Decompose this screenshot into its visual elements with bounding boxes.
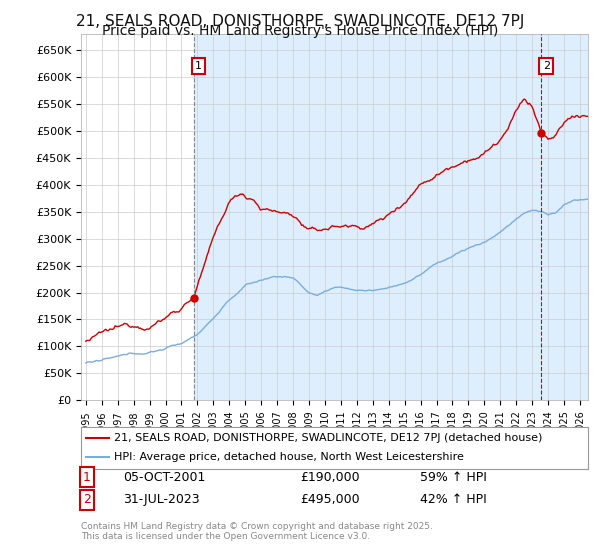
Text: 31-JUL-2023: 31-JUL-2023 (123, 493, 200, 506)
Text: 59% ↑ HPI: 59% ↑ HPI (420, 470, 487, 484)
Text: This data is licensed under the Open Government Licence v3.0.: This data is licensed under the Open Gov… (81, 532, 370, 541)
Text: Contains HM Land Registry data © Crown copyright and database right 2025.: Contains HM Land Registry data © Crown c… (81, 522, 433, 531)
Text: 05-OCT-2001: 05-OCT-2001 (123, 470, 205, 484)
Text: 1: 1 (195, 61, 202, 71)
Text: £190,000: £190,000 (300, 470, 359, 484)
Text: £495,000: £495,000 (300, 493, 359, 506)
Text: HPI: Average price, detached house, North West Leicestershire: HPI: Average price, detached house, Nort… (114, 452, 464, 462)
Text: 21, SEALS ROAD, DONISTHORPE, SWADLINCOTE, DE12 7PJ: 21, SEALS ROAD, DONISTHORPE, SWADLINCOTE… (76, 14, 524, 29)
Text: 1: 1 (83, 470, 91, 484)
Text: Price paid vs. HM Land Registry's House Price Index (HPI): Price paid vs. HM Land Registry's House … (102, 24, 498, 38)
Bar (194, 34, 588, 400)
Text: 42% ↑ HPI: 42% ↑ HPI (420, 493, 487, 506)
Text: 2: 2 (83, 493, 91, 506)
Text: 21, SEALS ROAD, DONISTHORPE, SWADLINCOTE, DE12 7PJ (detached house): 21, SEALS ROAD, DONISTHORPE, SWADLINCOTE… (114, 433, 542, 444)
Text: 2: 2 (542, 61, 550, 71)
